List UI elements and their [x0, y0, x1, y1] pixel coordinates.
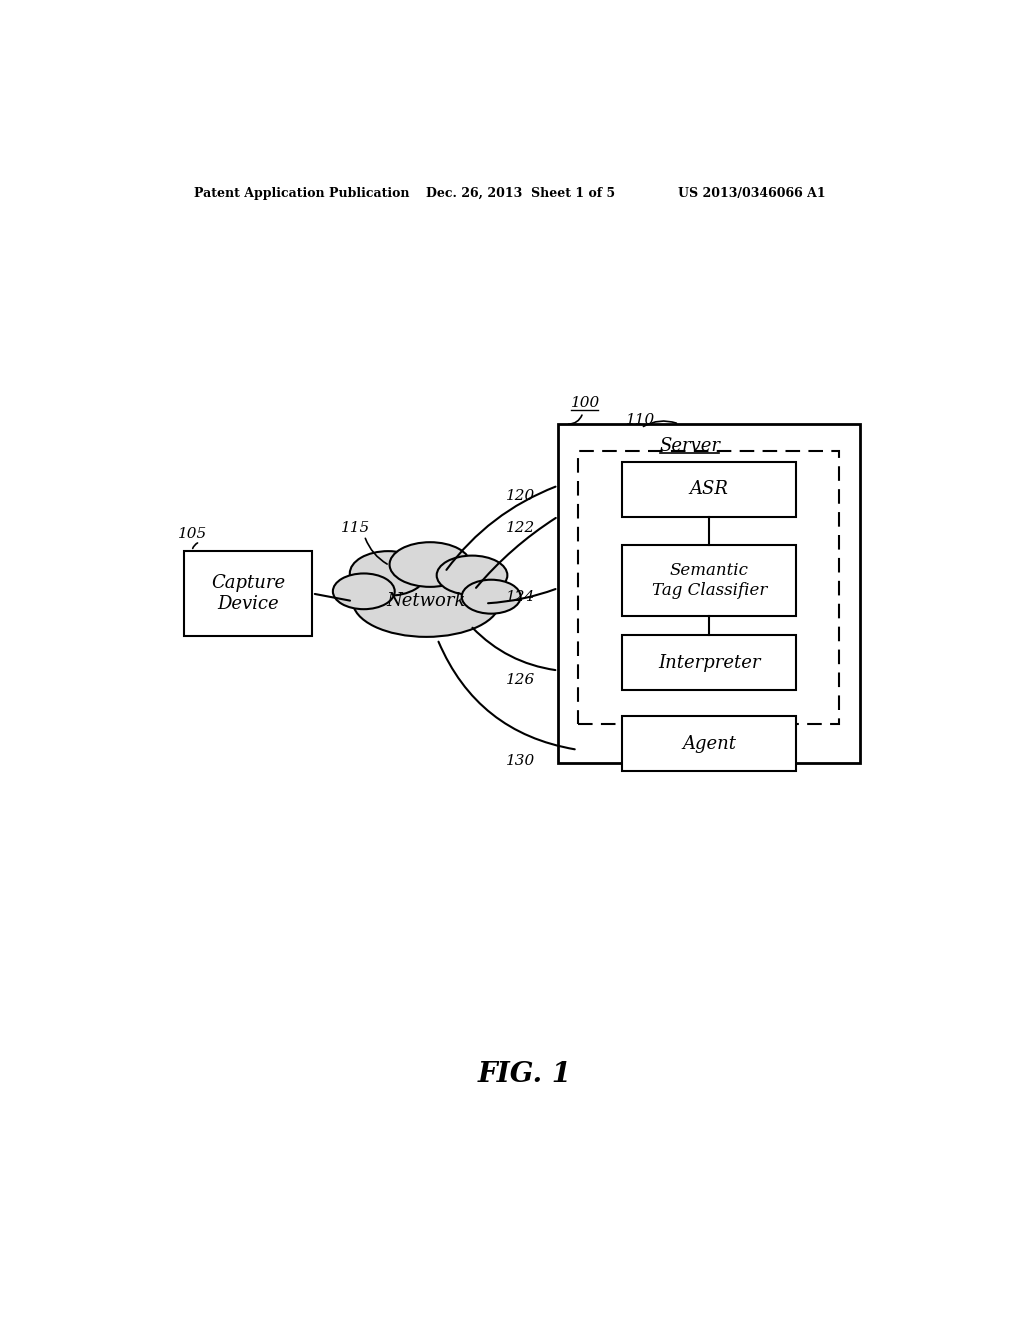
Text: Dec. 26, 2013  Sheet 1 of 5: Dec. 26, 2013 Sheet 1 of 5 — [426, 186, 615, 199]
Text: Agent: Agent — [682, 735, 736, 752]
Text: Network: Network — [387, 593, 466, 610]
Bar — [622, 462, 797, 517]
Ellipse shape — [462, 579, 520, 614]
Text: 105: 105 — [178, 527, 208, 541]
Bar — [578, 451, 840, 725]
Bar — [622, 545, 797, 616]
Bar — [622, 715, 797, 771]
Ellipse shape — [389, 543, 471, 587]
Ellipse shape — [436, 556, 507, 595]
Text: 110: 110 — [626, 413, 654, 428]
Text: Patent Application Publication: Patent Application Publication — [194, 186, 410, 199]
Ellipse shape — [352, 565, 500, 636]
Bar — [558, 424, 860, 763]
Text: Semantic
Tag Classifier: Semantic Tag Classifier — [651, 562, 767, 599]
Text: ASR: ASR — [690, 480, 729, 499]
Text: 124: 124 — [506, 590, 536, 605]
Text: Interpreter: Interpreter — [658, 653, 761, 672]
Ellipse shape — [350, 552, 426, 595]
Text: 120: 120 — [506, 488, 536, 503]
Text: 115: 115 — [341, 521, 371, 535]
Text: Capture
Device: Capture Device — [211, 574, 286, 612]
Text: 130: 130 — [506, 754, 536, 767]
Text: 126: 126 — [506, 673, 536, 688]
Text: 122: 122 — [506, 521, 536, 535]
Ellipse shape — [333, 573, 394, 610]
Text: Server: Server — [659, 437, 720, 454]
Bar — [622, 635, 797, 690]
Text: US 2013/0346066 A1: US 2013/0346066 A1 — [678, 186, 826, 199]
Text: FIG. 1: FIG. 1 — [478, 1061, 571, 1088]
Bar — [184, 552, 312, 636]
Text: 100: 100 — [571, 396, 600, 411]
